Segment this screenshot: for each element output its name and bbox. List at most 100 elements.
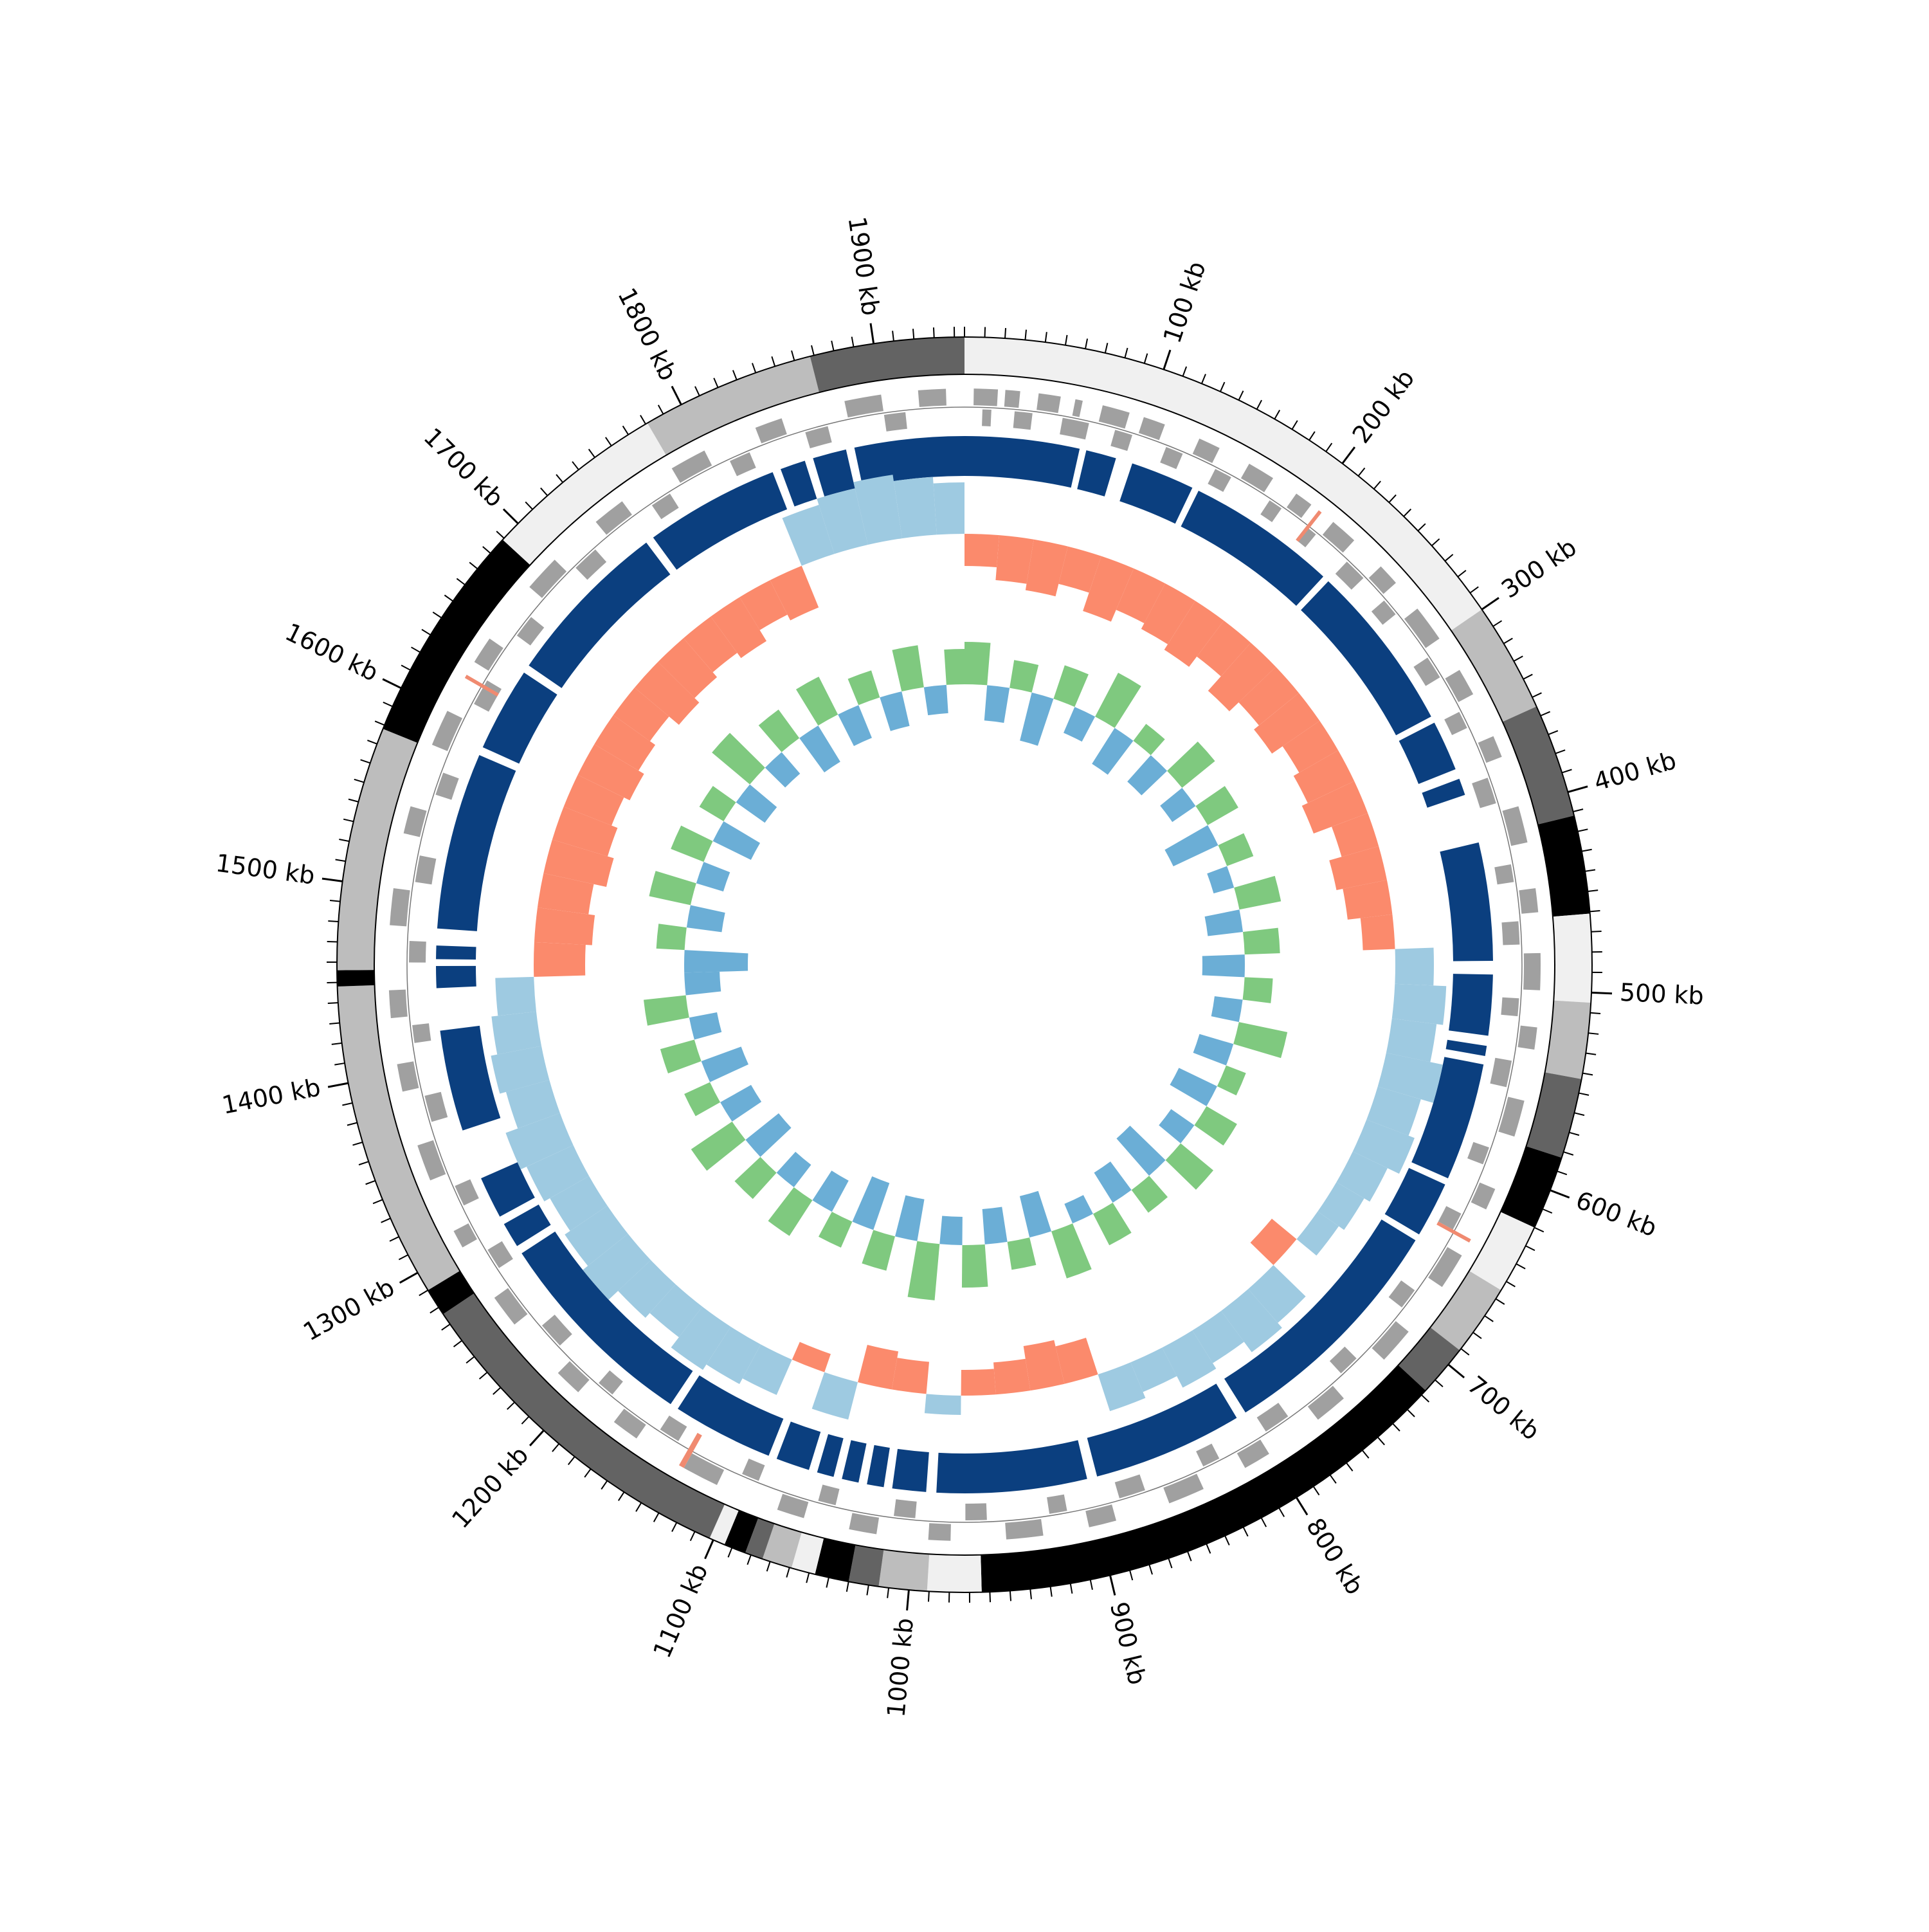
ideogram-band	[337, 970, 375, 987]
tick-label: 1900 kb	[843, 215, 885, 318]
gc-bar	[852, 1176, 889, 1230]
minor-tick	[658, 405, 664, 414]
major-tick	[705, 1540, 713, 1558]
contig-track	[436, 436, 1493, 1493]
minor-tick	[390, 1237, 399, 1241]
gene-reverse	[487, 1241, 513, 1268]
gene-reverse	[412, 1023, 431, 1043]
gc-bar	[848, 670, 880, 705]
minor-tick	[1562, 770, 1571, 773]
skew-bar	[993, 1359, 1030, 1395]
minor-tick	[496, 531, 504, 538]
minor-tick	[1526, 1246, 1535, 1250]
ideogram-band	[1503, 706, 1574, 824]
minor-tick	[1326, 443, 1332, 451]
gene-reverse	[1060, 418, 1089, 440]
minor-tick	[521, 1417, 529, 1425]
major-tick	[1550, 1190, 1570, 1198]
contig	[436, 945, 476, 960]
gc-bar	[1193, 1034, 1234, 1066]
tick-label: 1300 kb	[298, 1273, 399, 1346]
tick-label: 1200 kb	[446, 1441, 534, 1533]
ideogram-band	[337, 729, 417, 970]
gc-bar	[1127, 755, 1167, 795]
gc-bar	[745, 1113, 791, 1157]
minor-tick	[1432, 539, 1440, 546]
gene-forward	[1523, 953, 1541, 990]
contig	[781, 460, 817, 506]
minor-tick	[412, 647, 421, 652]
gene-forward	[1163, 1474, 1204, 1504]
gc-bar	[1243, 928, 1280, 955]
gene-forward	[1004, 390, 1020, 408]
minor-tick	[584, 1469, 591, 1477]
minor-tick	[1085, 339, 1087, 349]
minor-tick	[1358, 468, 1364, 476]
minor-tick	[1010, 1590, 1011, 1601]
gc-bar	[1205, 909, 1243, 936]
gene-reverse	[575, 549, 606, 579]
gene-reverse	[1501, 998, 1519, 1016]
minor-tick	[640, 415, 646, 424]
minor-tick	[1473, 1333, 1481, 1338]
minor-tick	[454, 1340, 462, 1347]
minor-tick	[892, 331, 894, 341]
gc-bar	[691, 1122, 746, 1171]
minor-tick	[361, 760, 370, 763]
minor-tick	[867, 1585, 868, 1596]
tick-label: 500 kb	[1619, 978, 1705, 1010]
gene-forward	[417, 1140, 446, 1180]
gc-bar	[1053, 665, 1089, 707]
minor-tick	[1582, 1073, 1593, 1075]
gene-reverse	[1115, 1474, 1145, 1498]
gene-reverse	[1330, 1347, 1357, 1374]
minor-tick	[1579, 1093, 1589, 1095]
gene-reverse	[517, 617, 544, 645]
tick-label: 1400 kb	[220, 1073, 323, 1119]
minor-tick	[1065, 335, 1067, 345]
minor-tick	[442, 1324, 450, 1330]
gc-bar	[1234, 876, 1281, 909]
gc-bar	[1020, 693, 1053, 746]
tick-label: 200 kb	[1347, 364, 1420, 448]
minor-tick	[328, 921, 338, 922]
major-tick	[1591, 992, 1612, 993]
minor-tick	[330, 900, 340, 902]
minor-tick	[1188, 1551, 1191, 1561]
minor-tick	[601, 1481, 607, 1489]
major-tick	[530, 1430, 543, 1446]
minor-tick	[572, 462, 579, 470]
contig	[867, 1445, 890, 1487]
major-tick	[383, 679, 401, 688]
gene-forward	[1518, 1026, 1537, 1050]
ideogram-band	[1501, 1146, 1562, 1227]
minor-tick	[381, 1218, 391, 1222]
tick-label: 1700 kb	[418, 423, 509, 513]
minor-tick	[568, 1457, 575, 1465]
contig	[440, 1026, 500, 1131]
minor-tick	[1574, 1113, 1584, 1115]
major-tick	[1568, 787, 1588, 792]
skew-bar	[1251, 1219, 1297, 1265]
minor-tick	[623, 426, 629, 435]
tick-label: 400 kb	[1591, 746, 1680, 796]
gene-forward	[614, 1408, 646, 1438]
minor-tick	[1292, 421, 1297, 430]
contig	[813, 450, 855, 497]
skew-bar	[812, 1372, 858, 1420]
minor-tick	[1582, 850, 1592, 852]
minor-tick	[457, 579, 465, 585]
gene-forward	[1005, 1519, 1043, 1540]
minor-tick	[419, 1290, 428, 1295]
gene-reverse	[982, 409, 992, 426]
minor-tick	[483, 547, 491, 553]
minor-tick	[1543, 1209, 1552, 1213]
tick-label: 900 kb	[1105, 1599, 1152, 1687]
minor-tick	[1225, 1536, 1229, 1545]
minor-tick	[1130, 1571, 1132, 1580]
tick-label: 100 kb	[1158, 258, 1211, 347]
gc-bar	[908, 1241, 940, 1300]
tick-label: 600 kb	[1572, 1186, 1661, 1243]
contig	[1399, 723, 1456, 784]
minor-tick	[1091, 1580, 1092, 1590]
